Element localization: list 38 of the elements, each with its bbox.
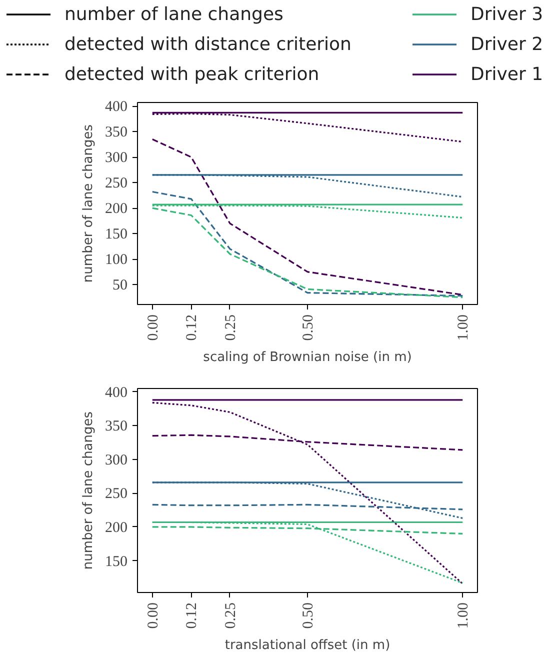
y-tick-label: 400 (105, 384, 128, 401)
line-series (152, 138, 464, 296)
legend-label: number of lane changes (64, 4, 284, 25)
x-tick-label: 0.50 (300, 602, 316, 629)
x-tick-label: 0.12 (184, 602, 200, 629)
line-series (152, 402, 464, 585)
y-tick-label: 300 (105, 452, 128, 468)
x-tick-label: 0.00 (145, 602, 162, 629)
y-tick-label: 200 (105, 520, 128, 536)
x-tick-label: 0.12 (184, 314, 200, 341)
x-tick-label: 0.00 (145, 314, 162, 341)
legend-label: Driver 2 (470, 34, 544, 55)
x-tick-label: 0.25 (222, 314, 239, 341)
y-tick-label: 250 (105, 176, 128, 192)
y-tick-label: 350 (105, 418, 128, 435)
y-tick-label: 300 (105, 150, 128, 166)
x-tick-label: 0.50 (300, 314, 316, 341)
line-series (152, 190, 464, 297)
y-tick-label: 250 (105, 486, 128, 502)
legend-label: detected with peak criterion (64, 64, 320, 85)
y-tick-label: 150 (105, 226, 128, 243)
y-tick-label: 100 (105, 252, 128, 268)
x-tick-label: 0.25 (222, 602, 239, 629)
x-axis-title: translational offset (in m) (224, 638, 390, 653)
y-axis-title: number of lane changes (81, 411, 96, 570)
line-series (152, 207, 464, 298)
y-axis-title: number of lane changes (81, 124, 96, 283)
legend-label: Driver 3 (470, 4, 544, 25)
y-tick-label: 150 (105, 554, 128, 570)
y-tick-label: 400 (105, 99, 128, 116)
x-tick-label: 1.00 (456, 602, 472, 629)
y-tick-label: 350 (105, 124, 128, 141)
x-axis-title: scaling of Brownian noise (in m) (203, 350, 412, 365)
legend-label: Driver 1 (470, 64, 544, 85)
y-tick-label: 50 (112, 278, 128, 294)
y-tick-label: 200 (105, 201, 128, 218)
x-tick-label: 1.00 (456, 314, 472, 341)
legend-label: detected with distance criterion (64, 34, 352, 55)
